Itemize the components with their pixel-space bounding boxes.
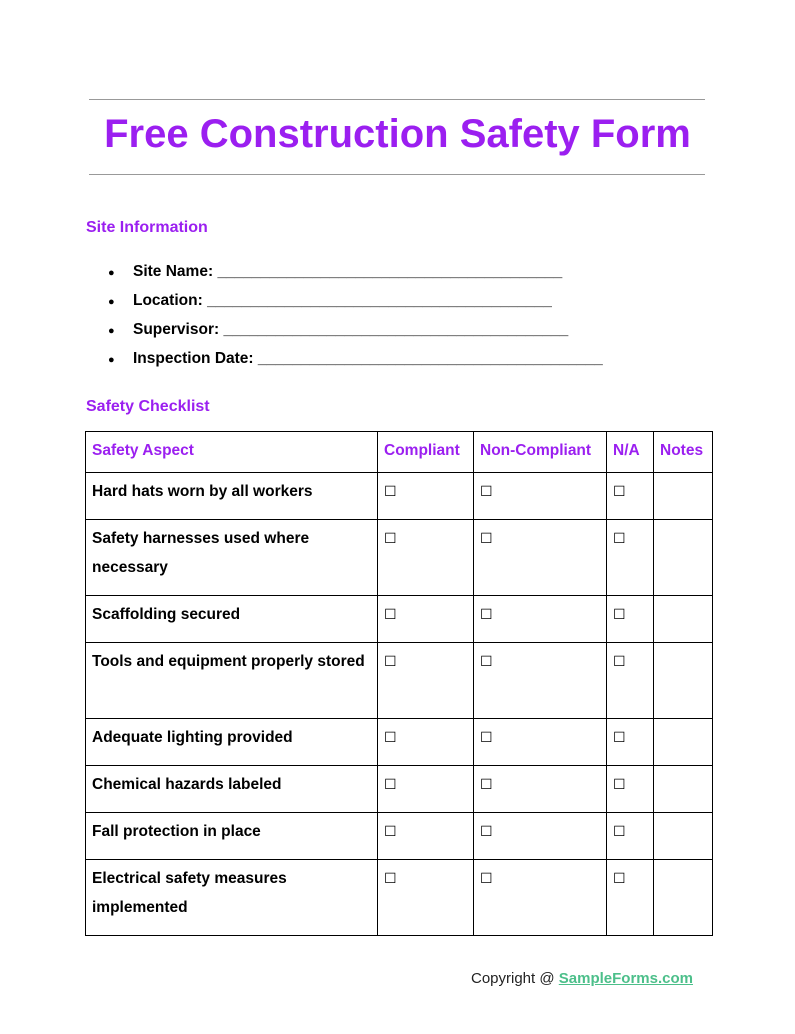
table-row: Tools and equipment properly stored ☐ ☐ ☐ [85,642,713,719]
bullet-icon: ● [108,267,115,279]
notes-cell[interactable] [653,472,713,520]
field-label: Supervisor: [133,321,220,338]
bullet-icon: ● [108,354,115,366]
safety-aspect: Adequate lighting provided [85,718,378,766]
table-row: Chemical hazards labeled ☐ ☐ ☐ [85,765,713,813]
site-field: ● Site Name: ____________________________… [86,262,603,291]
footer: Copyright @ SampleForms.com [471,970,693,987]
top-divider [89,99,705,100]
column-header: Notes [653,431,713,473]
table-row: Hard hats worn by all workers ☐ ☐ ☐ [85,472,713,520]
safety-aspect: Tools and equipment properly stored [85,642,378,719]
site-information-heading: Site Information [86,219,208,236]
sampleforms-link[interactable]: SampleForms.com [558,970,693,987]
compliant-checkbox[interactable]: ☐ [384,776,397,792]
compliant-checkbox[interactable]: ☐ [384,483,397,499]
column-header: Compliant [377,431,474,473]
notes-cell[interactable] [653,642,713,719]
field-label: Inspection Date: [133,350,254,367]
non-compliant-checkbox[interactable]: ☐ [480,606,493,622]
site-field: ● Supervisor: ___________________________… [86,320,603,349]
compliant-checkbox[interactable]: ☐ [384,606,397,622]
na-checkbox[interactable]: ☐ [613,823,626,839]
non-compliant-checkbox[interactable]: ☐ [480,530,493,546]
field-label: Location: [133,292,203,309]
bottom-divider [89,174,705,175]
column-header: Safety Aspect [85,431,378,473]
notes-cell[interactable] [653,519,713,596]
na-checkbox[interactable]: ☐ [613,530,626,546]
non-compliant-checkbox[interactable]: ☐ [480,823,493,839]
table-row: Fall protection in place ☐ ☐ ☐ [85,812,713,860]
site-field: ● Inspection Date: ______________________… [86,349,603,378]
compliant-checkbox[interactable]: ☐ [384,870,397,886]
safety-aspect: Hard hats worn by all workers [85,472,378,520]
field-blank[interactable]: ________________________________________ [257,350,603,367]
non-compliant-checkbox[interactable]: ☐ [480,729,493,745]
field-blank[interactable]: ________________________________________ [217,263,563,280]
non-compliant-checkbox[interactable]: ☐ [480,653,493,669]
safety-checklist-heading: Safety Checklist [86,398,210,415]
bullet-icon: ● [108,296,115,308]
safety-aspect: Fall protection in place [85,812,378,860]
na-checkbox[interactable]: ☐ [613,653,626,669]
safety-aspect: Safety harnesses used where necessary [85,519,378,596]
notes-cell[interactable] [653,595,713,643]
safety-checklist-table: Safety Aspect Compliant Non-Compliant N/A No… [85,431,713,936]
notes-cell[interactable] [653,765,713,813]
page-title: Free Construction Safety Form [104,112,691,156]
non-compliant-checkbox[interactable]: ☐ [480,483,493,499]
na-checkbox[interactable]: ☐ [613,870,626,886]
field-blank[interactable]: ________________________________________ [223,321,569,338]
column-header: N/A [606,431,654,473]
bullet-icon: ● [108,325,115,337]
safety-aspect: Electrical safety measures implemented [85,859,378,936]
table-row: Adequate lighting provided ☐ ☐ ☐ [85,718,713,766]
copyright-text: Copyright @ [471,970,559,987]
non-compliant-checkbox[interactable]: ☐ [480,870,493,886]
na-checkbox[interactable]: ☐ [613,729,626,745]
notes-cell[interactable] [653,718,713,766]
na-checkbox[interactable]: ☐ [613,606,626,622]
notes-cell[interactable] [653,859,713,936]
field-blank[interactable]: ________________________________________ [207,292,552,309]
field-label: Site Name: [133,263,214,280]
safety-aspect: Chemical hazards labeled [85,765,378,813]
table-row: Safety harnesses used where necessary ☐ ☐ ☐ [85,519,713,596]
safety-aspect: Scaffolding secured [85,595,378,643]
table-row: Electrical safety measures implemented ☐ ☐… [85,859,713,936]
compliant-checkbox[interactable]: ☐ [384,530,397,546]
compliant-checkbox[interactable]: ☐ [384,729,397,745]
table-row: Scaffolding secured ☐ ☐ ☐ [85,595,713,643]
column-header: Non-Compliant [473,431,607,473]
na-checkbox[interactable]: ☐ [613,483,626,499]
site-field: ● Location: _____________________________… [86,291,603,320]
site-info-list: ● Site Name: ____________________________… [86,262,603,378]
non-compliant-checkbox[interactable]: ☐ [480,776,493,792]
compliant-checkbox[interactable]: ☐ [384,823,397,839]
notes-cell[interactable] [653,812,713,860]
compliant-checkbox[interactable]: ☐ [384,653,397,669]
na-checkbox[interactable]: ☐ [613,776,626,792]
